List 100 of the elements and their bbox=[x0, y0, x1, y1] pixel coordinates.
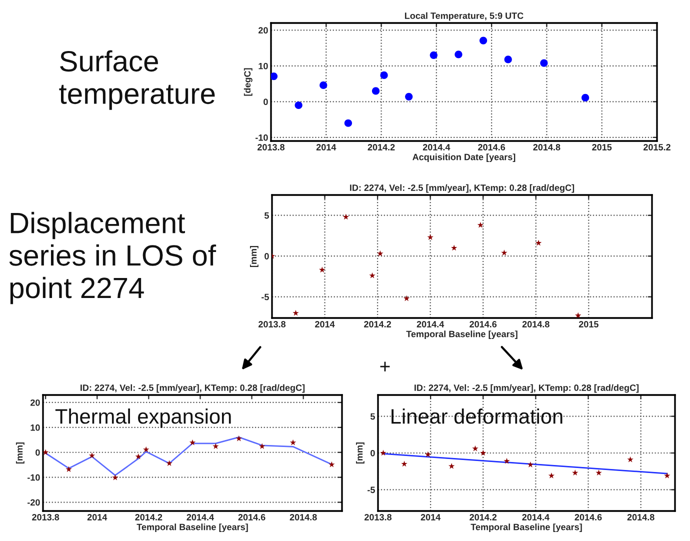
point bbox=[572, 470, 578, 476]
x-axis-title: Temporal Baseline [years] bbox=[470, 524, 582, 532]
point bbox=[504, 458, 510, 464]
point bbox=[166, 460, 172, 466]
x-tick-label: 2014.2 bbox=[368, 144, 395, 150]
annotation: Thermal expansion bbox=[55, 408, 231, 428]
x-tick-label: 2014.8 bbox=[627, 514, 654, 520]
point bbox=[627, 456, 634, 462]
y-axis-title: [mm] bbox=[250, 246, 258, 268]
y-tick-label: 10 bbox=[258, 62, 268, 70]
x-tick-label: 2014.4 bbox=[422, 144, 450, 150]
point bbox=[236, 435, 242, 442]
point bbox=[472, 445, 478, 452]
point bbox=[189, 439, 196, 446]
text: Displacement series in LOS of point 2274 bbox=[9, 212, 216, 304]
point bbox=[66, 466, 72, 472]
x-tick-label: 2014 bbox=[87, 514, 108, 520]
point bbox=[401, 460, 408, 467]
point bbox=[271, 72, 278, 80]
chart-title: Local Temperature, 5:9 UTC bbox=[404, 12, 524, 21]
y-tick-label: 0 bbox=[264, 98, 268, 106]
y-tick-label: -10 bbox=[256, 134, 268, 141]
y-tick-label: 10 bbox=[30, 424, 40, 431]
x-tick-label: 2014.6 bbox=[470, 321, 497, 328]
y-tick-label: 20 bbox=[30, 399, 40, 406]
x-tick-label: 2014.6 bbox=[238, 514, 266, 520]
point bbox=[328, 461, 335, 468]
x-tick-label: 2014.2 bbox=[364, 321, 391, 328]
x-tick-label: 2014.8 bbox=[533, 144, 560, 150]
x-tick-label: 2013.8 bbox=[364, 514, 392, 520]
point bbox=[342, 214, 349, 220]
x-axis-title: Temporal Baseline [years] bbox=[406, 330, 518, 339]
point bbox=[212, 443, 219, 450]
y-tick-label: 0 bbox=[264, 253, 269, 260]
point bbox=[88, 452, 96, 458]
x-tick-label: 2015 bbox=[578, 321, 598, 328]
annotation: Linear deformation bbox=[392, 408, 562, 424]
point bbox=[504, 56, 512, 64]
point bbox=[405, 92, 413, 100]
point bbox=[258, 443, 266, 450]
chart-title: ID: 2274, Vel: -2.5 [mm/year], KTemp: 0.28 [rad/degC] bbox=[414, 384, 639, 393]
point bbox=[575, 312, 582, 318]
x-tick-label: 2014.2 bbox=[470, 514, 497, 520]
point bbox=[427, 234, 434, 240]
point bbox=[540, 59, 548, 67]
point bbox=[582, 94, 590, 102]
x-tick-label: 2013.8 bbox=[32, 514, 60, 520]
x-tick-label: 2014.4 bbox=[416, 321, 444, 328]
point bbox=[290, 439, 296, 446]
x-tick-label: 2014.8 bbox=[522, 321, 550, 328]
y-tick-label: -20 bbox=[28, 499, 40, 506]
y-tick-label: -10 bbox=[28, 474, 40, 481]
y-tick-label: 0 bbox=[36, 449, 40, 456]
x-tick-label: 2014.4 bbox=[186, 514, 214, 520]
y-tick-label: -5 bbox=[262, 294, 269, 300]
x-tick-label: 2014.8 bbox=[290, 514, 317, 520]
point bbox=[380, 450, 386, 456]
y-tick-label: 5 bbox=[264, 212, 269, 219]
point bbox=[344, 119, 352, 127]
chart-title: ID: 2274, Vel: -2.5 [mm/year], KTemp: 0.28 [rad/degC] bbox=[80, 384, 305, 393]
point bbox=[135, 453, 142, 460]
x-tick-label: 2014 bbox=[420, 514, 441, 520]
point bbox=[548, 472, 555, 478]
x-tick-label: 2014.6 bbox=[478, 144, 506, 150]
x-tick-label: 2013.8 bbox=[258, 144, 285, 150]
y-tick-label: 5 bbox=[370, 413, 375, 420]
y-axis-title: [mm] bbox=[16, 442, 24, 464]
point bbox=[294, 101, 302, 110]
point bbox=[320, 81, 328, 90]
y-axis-title: [degC] bbox=[244, 68, 252, 96]
x-tick-label: 2014 bbox=[315, 321, 335, 328]
point bbox=[380, 71, 388, 80]
text: Surface temperature bbox=[59, 50, 215, 110]
point bbox=[527, 461, 534, 468]
x-tick-label: 2014.2 bbox=[135, 514, 162, 520]
point bbox=[369, 272, 376, 278]
point bbox=[143, 446, 150, 452]
point bbox=[477, 222, 484, 228]
x-tick-label: 2015.2 bbox=[644, 144, 670, 150]
text: + bbox=[380, 362, 390, 372]
y-tick-label: 0 bbox=[370, 450, 375, 456]
x-tick-label: 2013.8 bbox=[258, 321, 286, 328]
point bbox=[448, 462, 455, 469]
point bbox=[112, 474, 118, 480]
point bbox=[43, 449, 49, 456]
point bbox=[480, 450, 486, 456]
x-tick-label: 2014.4 bbox=[522, 514, 550, 520]
point bbox=[596, 470, 602, 476]
y-tick-label: -5 bbox=[368, 486, 375, 494]
x-tick-label: 2015 bbox=[592, 144, 612, 150]
point bbox=[430, 51, 438, 59]
y-tick-label: 20 bbox=[258, 27, 268, 34]
point bbox=[664, 472, 670, 478]
x-axis-title: Temporal Baseline [years] bbox=[136, 524, 248, 532]
point bbox=[454, 50, 462, 58]
x-axis-title: Acquisition Date [years] bbox=[412, 154, 516, 162]
x-tick-label: 2014 bbox=[316, 144, 336, 150]
point bbox=[450, 244, 458, 251]
point bbox=[501, 250, 508, 256]
point bbox=[403, 295, 410, 302]
